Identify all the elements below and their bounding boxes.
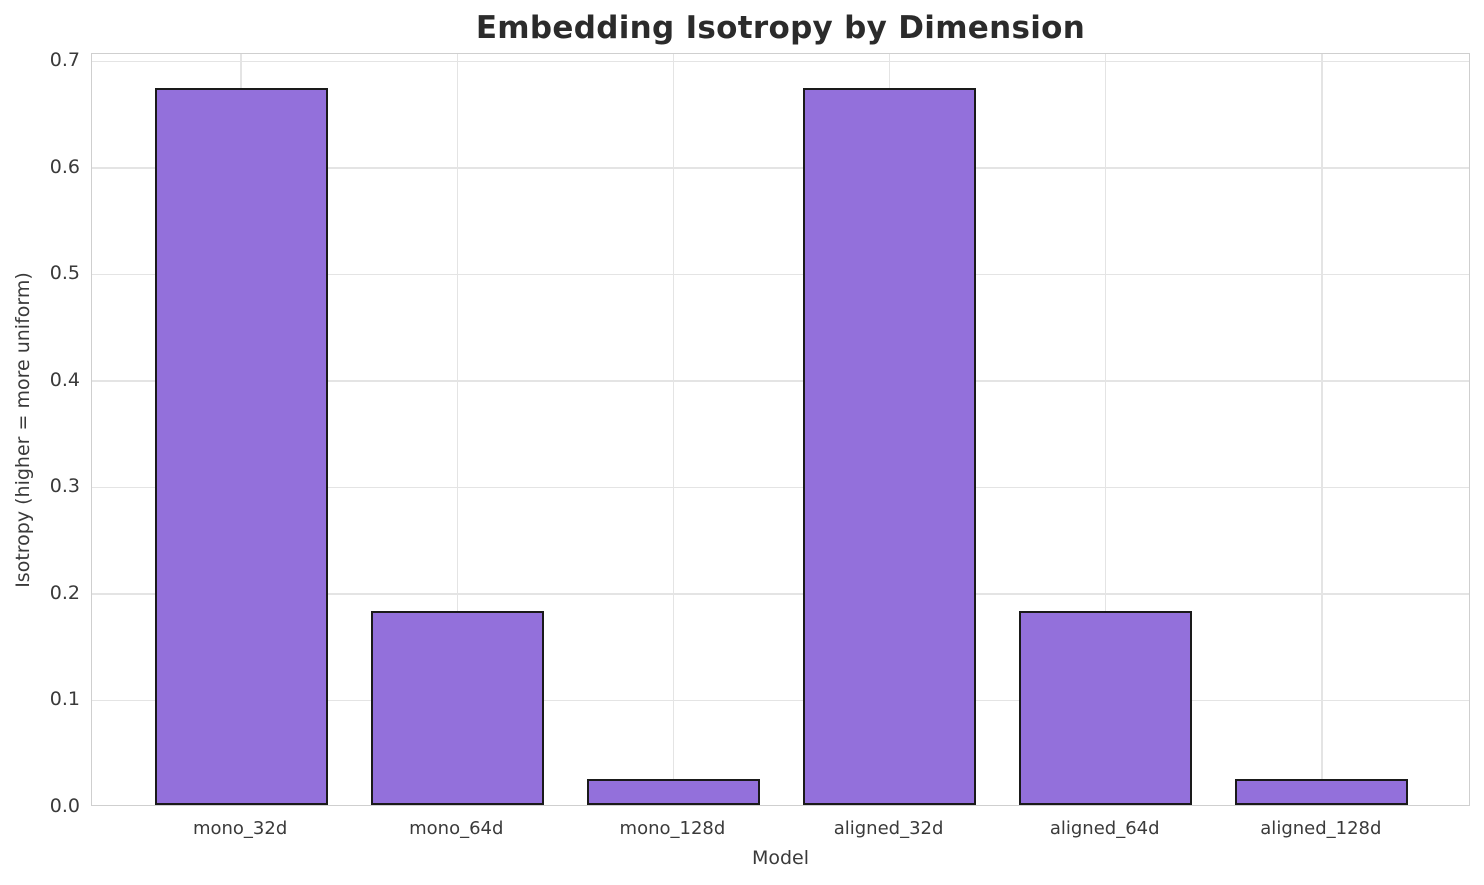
y-tick-label: 0.0 — [49, 795, 80, 817]
vertical-gridline — [672, 54, 675, 805]
vertical-gridline — [1104, 54, 1107, 805]
y-axis-label: Isotropy (higher = more uniform) — [12, 272, 34, 588]
horizontal-gridline — [92, 60, 1469, 63]
x-tick-label-aligned_64d: aligned_64d — [1049, 818, 1160, 839]
y-tick-label: 0.6 — [49, 155, 80, 178]
chart-title: Embedding Isotropy by Dimension — [475, 10, 1086, 46]
y-tick-label: 0.1 — [49, 688, 80, 711]
bar-mono_128d — [586, 779, 760, 805]
x-tick-label-aligned_32d: aligned_32d — [833, 818, 944, 839]
bar-mono_64d — [370, 611, 544, 805]
x-tick-label-mono_128d: mono_128d — [619, 818, 726, 839]
y-tick-label: 0.2 — [49, 581, 80, 604]
plot-area — [91, 53, 1470, 806]
horizontal-gridline — [92, 380, 1469, 382]
x-tick-label-mono_64d: mono_64d — [409, 818, 504, 839]
bar-aligned_64d — [1019, 611, 1193, 805]
vertical-gridline — [1321, 54, 1323, 805]
y-tick-label: 0.7 — [49, 49, 80, 72]
bar-aligned_32d — [803, 88, 977, 805]
horizontal-gridline — [92, 486, 1469, 489]
horizontal-gridline — [92, 273, 1469, 276]
bar-mono_32d — [154, 88, 328, 805]
y-tick-label: 0.4 — [49, 368, 80, 391]
horizontal-gridline — [92, 167, 1469, 169]
horizontal-gridline — [92, 593, 1469, 595]
y-tick-label: 0.3 — [49, 475, 80, 498]
x-tick-label-mono_32d: mono_32d — [192, 818, 288, 839]
x-tick-label-aligned_128d: aligned_128d — [1260, 818, 1382, 839]
bar-aligned_128d — [1235, 779, 1409, 805]
horizontal-gridline — [92, 699, 1469, 702]
y-tick-label: 0.5 — [49, 262, 80, 285]
vertical-gridline — [456, 54, 459, 805]
x-axis-label: Model — [751, 847, 810, 869]
